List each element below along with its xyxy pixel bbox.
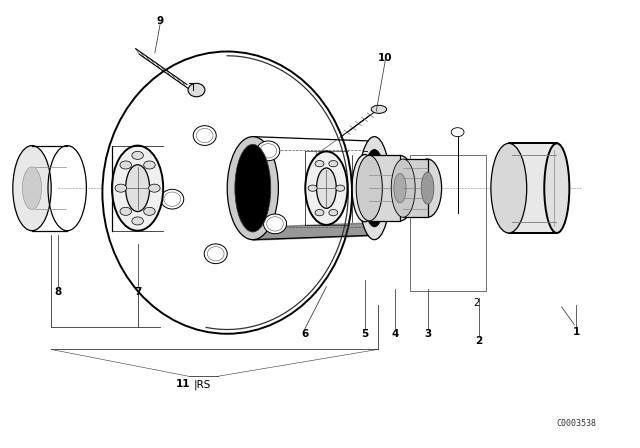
Ellipse shape — [413, 159, 442, 217]
Text: 2: 2 — [474, 298, 480, 308]
Circle shape — [132, 217, 143, 225]
Text: 10: 10 — [378, 53, 392, 63]
Bar — [403, 159, 428, 217]
Ellipse shape — [352, 155, 378, 222]
Circle shape — [144, 207, 156, 215]
Text: 5: 5 — [361, 329, 369, 339]
Ellipse shape — [22, 167, 42, 209]
Circle shape — [329, 160, 338, 167]
Ellipse shape — [305, 151, 348, 225]
Ellipse shape — [363, 150, 386, 227]
Ellipse shape — [544, 143, 570, 233]
Ellipse shape — [235, 144, 271, 232]
Ellipse shape — [125, 165, 150, 211]
Text: |RS: |RS — [193, 379, 211, 390]
Circle shape — [336, 185, 345, 191]
Ellipse shape — [13, 146, 51, 231]
Ellipse shape — [371, 105, 387, 113]
Ellipse shape — [193, 126, 216, 146]
Circle shape — [315, 160, 324, 167]
Circle shape — [308, 185, 317, 191]
Text: 6: 6 — [301, 329, 308, 339]
Ellipse shape — [257, 141, 280, 161]
Ellipse shape — [360, 170, 370, 207]
Text: 2: 2 — [475, 336, 483, 346]
Bar — [369, 155, 400, 221]
Text: 8: 8 — [54, 287, 61, 297]
Ellipse shape — [102, 52, 352, 334]
Ellipse shape — [161, 190, 184, 209]
Ellipse shape — [112, 146, 163, 231]
Circle shape — [329, 210, 338, 216]
Text: 4: 4 — [391, 329, 399, 339]
Ellipse shape — [188, 83, 205, 97]
Bar — [509, 143, 557, 233]
Bar — [410, 155, 486, 291]
Circle shape — [451, 128, 464, 137]
Ellipse shape — [491, 143, 527, 233]
Circle shape — [115, 184, 127, 192]
Text: 3: 3 — [424, 329, 432, 339]
Circle shape — [144, 161, 156, 169]
Ellipse shape — [391, 159, 415, 217]
Ellipse shape — [385, 155, 415, 221]
Text: 9: 9 — [156, 16, 164, 26]
Ellipse shape — [204, 244, 227, 263]
Ellipse shape — [317, 168, 336, 208]
Circle shape — [120, 207, 131, 215]
Ellipse shape — [227, 137, 278, 240]
Circle shape — [315, 210, 324, 216]
Text: 1: 1 — [572, 327, 580, 337]
Text: 11: 11 — [176, 379, 191, 389]
Text: C0003538: C0003538 — [556, 419, 596, 428]
Text: 7: 7 — [134, 287, 141, 297]
Circle shape — [120, 161, 131, 169]
Circle shape — [148, 184, 160, 192]
Circle shape — [132, 151, 143, 159]
Ellipse shape — [358, 137, 390, 240]
Ellipse shape — [421, 172, 434, 204]
Ellipse shape — [264, 214, 287, 234]
Ellipse shape — [394, 173, 406, 203]
Ellipse shape — [356, 155, 382, 221]
